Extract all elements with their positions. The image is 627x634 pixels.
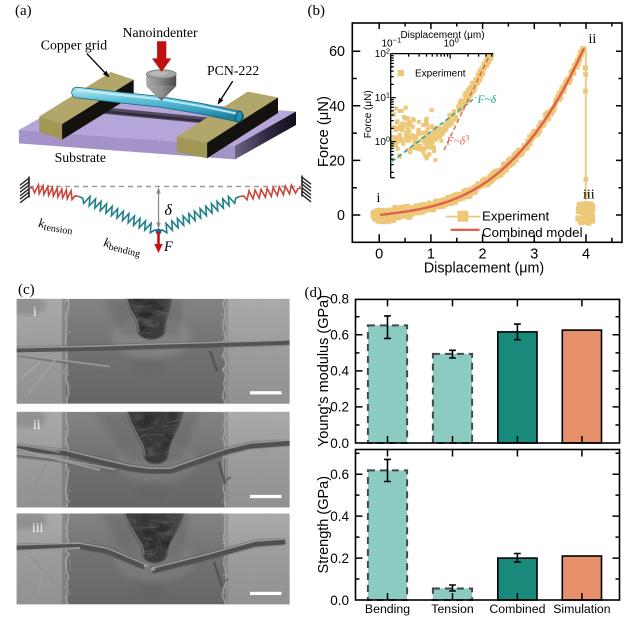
svg-text:2: 2: [479, 247, 487, 263]
svg-text:Combined model: Combined model: [482, 225, 583, 240]
svg-text:0.0: 0.0: [330, 436, 349, 451]
svg-text:F: F: [163, 239, 173, 255]
svg-text:20: 20: [329, 153, 345, 169]
svg-text:60: 60: [329, 44, 345, 60]
svg-text:0.6: 0.6: [330, 467, 349, 482]
svg-text:0: 0: [375, 247, 383, 263]
svg-text:PCN-222: PCN-222: [207, 63, 259, 78]
svg-text:δ: δ: [165, 202, 173, 219]
svg-text:Nanoindenter: Nanoindenter: [123, 25, 198, 40]
svg-text:40: 40: [329, 99, 345, 115]
svg-text:i: i: [33, 304, 37, 319]
svg-text:3: 3: [530, 247, 538, 263]
svg-text:Force (μN): Force (μN): [363, 90, 374, 138]
svg-text:0.4: 0.4: [330, 364, 349, 379]
svg-text:(d): (d): [305, 285, 323, 301]
svg-text:Simulation: Simulation: [553, 602, 611, 616]
svg-text:ii: ii: [33, 417, 41, 432]
svg-text:Young's modulus (GPa): Young's modulus (GPa): [316, 295, 332, 447]
svg-text:4: 4: [582, 247, 590, 263]
svg-text:Force (μN): Force (μN): [316, 96, 332, 167]
svg-text:Tension: Tension: [431, 602, 474, 616]
svg-text:0.2: 0.2: [330, 551, 349, 566]
svg-text:0: 0: [337, 208, 345, 224]
svg-text:Strength (GPa): Strength (GPa): [316, 476, 332, 574]
svg-text:1: 1: [427, 247, 435, 263]
svg-text:F~δ3: F~δ3: [446, 133, 470, 148]
svg-text:Experiment: Experiment: [415, 68, 466, 79]
svg-text:ii: ii: [589, 32, 597, 47]
svg-text:Combined: Combined: [489, 602, 545, 616]
svg-text:0.4: 0.4: [330, 509, 349, 524]
svg-text:0.6: 0.6: [330, 328, 349, 343]
svg-text:Bending: Bending: [365, 602, 410, 616]
svg-text:Substrate: Substrate: [55, 150, 106, 165]
svg-text:Experiment: Experiment: [482, 208, 550, 223]
svg-text:(b): (b): [308, 3, 326, 19]
svg-text:iii: iii: [583, 188, 595, 203]
svg-text:0.2: 0.2: [330, 400, 349, 415]
svg-text:F~δ: F~δ: [477, 94, 497, 106]
svg-text:(a): (a): [15, 3, 32, 19]
svg-text:0.8: 0.8: [330, 292, 349, 307]
svg-text:iii: iii: [32, 520, 44, 535]
svg-text:ktension: ktension: [37, 215, 74, 237]
svg-text:Copper grid: Copper grid: [41, 38, 107, 53]
svg-text:Displacement (μm): Displacement (μm): [424, 261, 544, 277]
svg-text:0.0: 0.0: [330, 593, 349, 608]
svg-text:(c): (c): [18, 282, 35, 298]
svg-text:i: i: [377, 191, 381, 206]
svg-text:Displacement (μm): Displacement (μm): [400, 30, 484, 41]
